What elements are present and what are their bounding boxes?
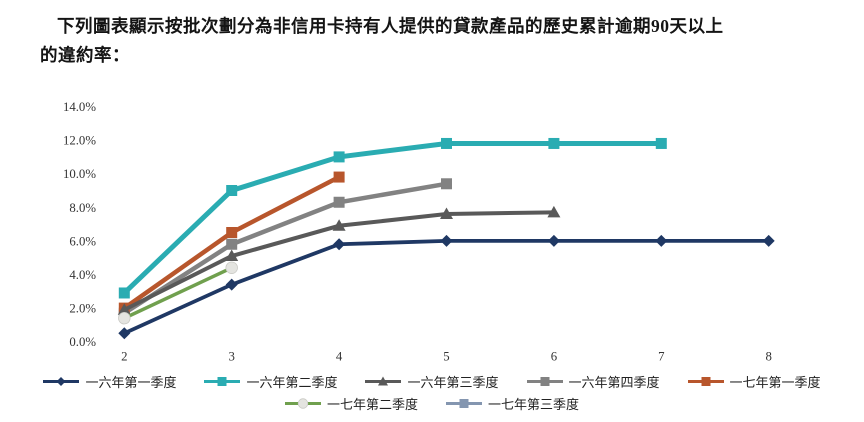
y-tick-label: 0.0% [69,335,96,349]
data-point-square [441,178,452,190]
data-point-triangle [440,207,453,220]
series-1 [118,137,667,299]
data-point-triangle [117,303,131,315]
legend-row-2: 一七年第二季度 一七年第三季度 [0,394,864,413]
data-point-diamond [118,327,131,340]
page-title-line-1: 下列圖表顯示按批次劃分為非信用卡持有人提供的貸款產品的歷史累計逾期90天以上 [57,16,724,36]
data-point-diamond [655,234,668,247]
data-point-diamond [225,278,238,291]
series-2 [117,205,561,315]
legend-swatch-square-icon [526,377,563,386]
y-tick-label: 6.0% [69,234,96,248]
data-point-square [548,137,560,149]
legend-item: 一六年第四季度 [526,372,660,391]
series-line [122,140,662,295]
legend-item: 一七年第一季度 [687,372,821,391]
series-line [123,266,233,320]
y-tick-label: 2.0% [69,302,96,316]
legend-label: 一六年第三季度 [407,375,499,390]
legend-label: 一七年第二季度 [326,397,418,412]
x-tick-label: 4 [336,349,343,363]
data-point-circle [225,261,238,274]
legend-swatch-square-icon [687,377,724,386]
x-tick-label: 5 [443,349,449,363]
data-point-circle [118,311,131,325]
x-tick-label: 8 [765,349,771,363]
y-tick-label: 4.0% [69,268,96,282]
series-line [123,181,447,316]
legend-swatch-diamond-icon [43,377,80,386]
legend-item: 一六年第三季度 [365,372,499,391]
data-point-diamond [547,234,560,247]
y-tick-label: 12.0% [63,134,96,148]
data-point-diamond [440,234,453,247]
y-tick-label: 10.0% [63,167,96,181]
legend-swatch-square-icon [446,399,482,408]
data-point-square [333,151,345,163]
data-point-square [441,137,452,149]
data-point-triangle [547,205,561,218]
legend-swatch-circle-icon [284,398,321,409]
data-point-triangle [332,219,346,231]
x-axis-labels: 2 3 4 5 6 7 8 [121,349,772,363]
x-tick-label: 3 [228,349,234,363]
data-point-diamond [333,238,346,251]
data-point-square [226,227,238,238]
data-point-triangle [225,249,239,262]
legend-item: 一六年第一季度 [43,372,176,391]
data-point-square [118,287,130,299]
data-point-square [226,238,238,250]
y-axis-labels: 0.0% 2.0% 4.0% 6.0% 8.0% 10.0% 12.0% 14.0% [63,100,96,349]
legend-row-1: 一六年第一季度 一六年第二季度 一六年第三季度 一六年第四季度 一七年第一季度 [0,372,864,391]
legend-swatch-triangle-icon [365,376,402,386]
data-point-diamond [762,234,775,247]
x-tick-label: 7 [658,349,665,363]
x-tick-label: 6 [551,349,558,363]
legend-label: 一六年第二季度 [246,375,338,390]
legend-swatch-square-icon [204,377,241,386]
data-point-square [655,137,667,149]
page-title-line-2: 的違約率： [40,45,130,65]
legend-item: 一七年第三季度 [446,394,579,413]
vintage-delinquency-chart: 0.0% 2.0% 4.0% 6.0% 8.0% 10.0% 12.0% 14.0% 2 3 4 5 6… [63,100,775,363]
data-point-square [226,185,238,196]
x-tick-label: 2 [121,349,127,363]
y-tick-label: 14.0% [63,100,96,114]
legend-label: 一七年第三季度 [488,397,580,412]
series-0 [118,234,775,340]
series-5 [118,261,238,325]
legend-item: 一六年第二季度 [204,372,337,391]
legend-label: 一六年第一季度 [85,375,177,390]
data-point-square [333,171,345,183]
legend-label: 一七年第一季度 [729,375,821,390]
legend-item: 一七年第二季度 [284,394,418,413]
y-tick-label: 8.0% [69,201,96,215]
data-point-square [333,196,345,208]
legend-label: 一六年第四季度 [568,375,660,390]
series-line [123,238,769,336]
chart-legend: 一六年第一季度 一六年第二季度 一六年第三季度 一六年第四季度 一七年第一季度 一七年第… [0,372,864,413]
